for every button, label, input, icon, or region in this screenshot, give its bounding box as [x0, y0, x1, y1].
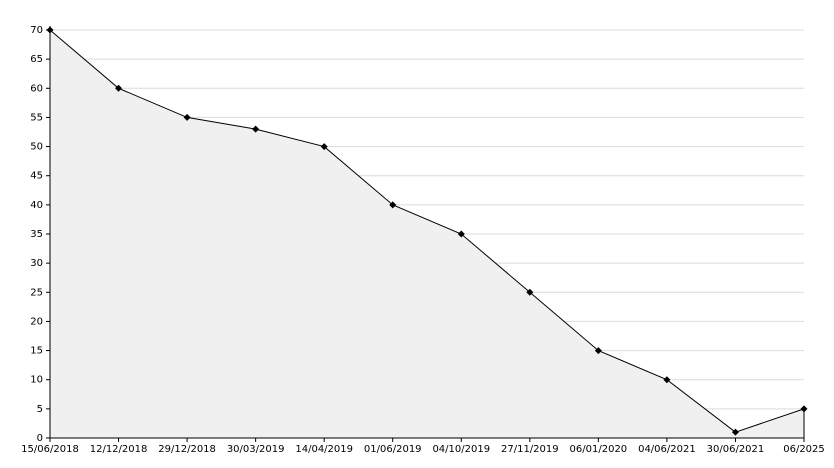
marker	[115, 84, 123, 92]
line	[49, 29, 805, 433]
marker	[457, 230, 465, 238]
y-tick-label: 0	[37, 433, 43, 444]
x-tick-label: 12/12/2018	[90, 444, 148, 455]
x-tick-label: 30/03/2019	[227, 444, 285, 455]
marker	[594, 347, 602, 355]
y-tick-label: 40	[30, 200, 43, 211]
x-tick-label: 15/06/2018	[21, 444, 79, 455]
marker	[389, 201, 397, 209]
marker	[252, 125, 260, 133]
y-tick-label: 20	[30, 316, 43, 327]
y-tick-label: 15	[30, 346, 43, 357]
y-tick-label: 65	[30, 54, 43, 65]
marker	[320, 143, 328, 151]
x-tick-label: 30/06/2021	[707, 444, 765, 455]
x-tick-label: 27/11/2019	[501, 444, 559, 455]
x-tick-label: 06/2025	[783, 444, 825, 455]
y-tick-label: 5	[37, 404, 43, 415]
y-tick-label: 50	[30, 142, 43, 153]
y-tick-label: 60	[30, 83, 43, 94]
y-tick-label: 25	[30, 287, 43, 298]
marker	[663, 376, 671, 384]
x-tick-label: 01/06/2019	[364, 444, 422, 455]
area	[50, 30, 804, 438]
y-tick-label: 70	[30, 25, 43, 36]
x-tick-label: 04/10/2019	[432, 444, 490, 455]
x-tick-label: 29/12/2018	[158, 444, 216, 455]
y-tick-label: 45	[30, 171, 43, 182]
x-tick-label: 06/01/2020	[570, 444, 628, 455]
y-tick-label: 10	[30, 375, 43, 386]
x-tick-label: 04/06/2021	[638, 444, 696, 455]
marker	[731, 428, 739, 436]
marker	[526, 288, 534, 296]
y-tick-label: 30	[30, 258, 43, 269]
marker	[183, 113, 191, 121]
y-tick-label: 55	[30, 112, 43, 123]
x-tick-label: 14/04/2019	[295, 444, 353, 455]
marker	[800, 405, 808, 413]
y-tick-label: 35	[30, 229, 43, 240]
